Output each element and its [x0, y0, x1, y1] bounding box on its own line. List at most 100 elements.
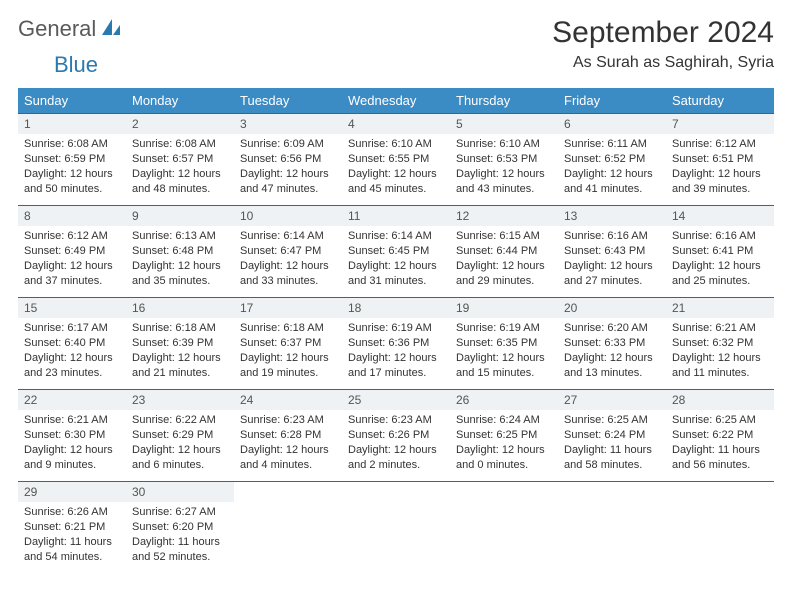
day-body: Sunrise: 6:18 AMSunset: 6:37 PMDaylight:…	[234, 318, 342, 386]
day-number: 22	[18, 390, 126, 410]
calendar-cell: 5Sunrise: 6:10 AMSunset: 6:53 PMDaylight…	[450, 114, 558, 206]
day-number: 19	[450, 298, 558, 318]
calendar-week: 8Sunrise: 6:12 AMSunset: 6:49 PMDaylight…	[18, 206, 774, 298]
calendar-cell: 10Sunrise: 6:14 AMSunset: 6:47 PMDayligh…	[234, 206, 342, 298]
day-number: 23	[126, 390, 234, 410]
day-number: 25	[342, 390, 450, 410]
day-body: Sunrise: 6:15 AMSunset: 6:44 PMDaylight:…	[450, 226, 558, 294]
day-number: 12	[450, 206, 558, 226]
calendar-cell	[666, 482, 774, 574]
calendar-cell: 9Sunrise: 6:13 AMSunset: 6:48 PMDaylight…	[126, 206, 234, 298]
day-header: Wednesday	[342, 88, 450, 114]
day-number: 27	[558, 390, 666, 410]
calendar-cell: 26Sunrise: 6:24 AMSunset: 6:25 PMDayligh…	[450, 390, 558, 482]
logo: General	[18, 16, 126, 42]
calendar-cell: 15Sunrise: 6:17 AMSunset: 6:40 PMDayligh…	[18, 298, 126, 390]
calendar-cell: 18Sunrise: 6:19 AMSunset: 6:36 PMDayligh…	[342, 298, 450, 390]
day-header: Thursday	[450, 88, 558, 114]
location: As Surah as Saghirah, Syria	[552, 54, 774, 72]
calendar-cell	[342, 482, 450, 574]
day-body: Sunrise: 6:22 AMSunset: 6:29 PMDaylight:…	[126, 410, 234, 478]
calendar-cell: 1Sunrise: 6:08 AMSunset: 6:59 PMDaylight…	[18, 114, 126, 206]
logo-text-general: General	[18, 16, 96, 42]
day-header: Saturday	[666, 88, 774, 114]
calendar-week: 29Sunrise: 6:26 AMSunset: 6:21 PMDayligh…	[18, 482, 774, 574]
calendar-cell: 25Sunrise: 6:23 AMSunset: 6:26 PMDayligh…	[342, 390, 450, 482]
calendar-cell: 6Sunrise: 6:11 AMSunset: 6:52 PMDaylight…	[558, 114, 666, 206]
day-header: Friday	[558, 88, 666, 114]
day-number: 16	[126, 298, 234, 318]
calendar-cell: 19Sunrise: 6:19 AMSunset: 6:35 PMDayligh…	[450, 298, 558, 390]
calendar-cell: 11Sunrise: 6:14 AMSunset: 6:45 PMDayligh…	[342, 206, 450, 298]
day-body: Sunrise: 6:11 AMSunset: 6:52 PMDaylight:…	[558, 134, 666, 202]
day-number: 28	[666, 390, 774, 410]
day-body: Sunrise: 6:14 AMSunset: 6:47 PMDaylight:…	[234, 226, 342, 294]
day-body: Sunrise: 6:14 AMSunset: 6:45 PMDaylight:…	[342, 226, 450, 294]
calendar-cell: 12Sunrise: 6:15 AMSunset: 6:44 PMDayligh…	[450, 206, 558, 298]
day-number: 10	[234, 206, 342, 226]
day-header: Sunday	[18, 88, 126, 114]
calendar-cell: 16Sunrise: 6:18 AMSunset: 6:39 PMDayligh…	[126, 298, 234, 390]
title-block: September 2024 As Surah as Saghirah, Syr…	[552, 16, 774, 72]
day-body: Sunrise: 6:12 AMSunset: 6:49 PMDaylight:…	[18, 226, 126, 294]
calendar-cell: 13Sunrise: 6:16 AMSunset: 6:43 PMDayligh…	[558, 206, 666, 298]
day-body: Sunrise: 6:10 AMSunset: 6:53 PMDaylight:…	[450, 134, 558, 202]
day-body: Sunrise: 6:21 AMSunset: 6:32 PMDaylight:…	[666, 318, 774, 386]
calendar-cell: 30Sunrise: 6:27 AMSunset: 6:20 PMDayligh…	[126, 482, 234, 574]
day-body: Sunrise: 6:21 AMSunset: 6:30 PMDaylight:…	[18, 410, 126, 478]
day-body: Sunrise: 6:12 AMSunset: 6:51 PMDaylight:…	[666, 134, 774, 202]
calendar-cell: 14Sunrise: 6:16 AMSunset: 6:41 PMDayligh…	[666, 206, 774, 298]
day-number: 14	[666, 206, 774, 226]
day-number: 5	[450, 114, 558, 134]
calendar-cell: 21Sunrise: 6:21 AMSunset: 6:32 PMDayligh…	[666, 298, 774, 390]
day-number: 3	[234, 114, 342, 134]
day-body: Sunrise: 6:08 AMSunset: 6:59 PMDaylight:…	[18, 134, 126, 202]
day-body: Sunrise: 6:17 AMSunset: 6:40 PMDaylight:…	[18, 318, 126, 386]
day-number: 2	[126, 114, 234, 134]
day-body: Sunrise: 6:16 AMSunset: 6:41 PMDaylight:…	[666, 226, 774, 294]
calendar-cell	[450, 482, 558, 574]
calendar-cell: 22Sunrise: 6:21 AMSunset: 6:30 PMDayligh…	[18, 390, 126, 482]
day-header-row: Sunday Monday Tuesday Wednesday Thursday…	[18, 88, 774, 114]
day-body: Sunrise: 6:24 AMSunset: 6:25 PMDaylight:…	[450, 410, 558, 478]
calendar-cell: 8Sunrise: 6:12 AMSunset: 6:49 PMDaylight…	[18, 206, 126, 298]
day-body: Sunrise: 6:13 AMSunset: 6:48 PMDaylight:…	[126, 226, 234, 294]
day-number: 7	[666, 114, 774, 134]
day-body: Sunrise: 6:25 AMSunset: 6:24 PMDaylight:…	[558, 410, 666, 478]
day-number: 17	[234, 298, 342, 318]
day-number: 9	[126, 206, 234, 226]
calendar-cell: 3Sunrise: 6:09 AMSunset: 6:56 PMDaylight…	[234, 114, 342, 206]
calendar-cell: 23Sunrise: 6:22 AMSunset: 6:29 PMDayligh…	[126, 390, 234, 482]
calendar-cell: 28Sunrise: 6:25 AMSunset: 6:22 PMDayligh…	[666, 390, 774, 482]
day-header: Tuesday	[234, 88, 342, 114]
calendar-cell: 27Sunrise: 6:25 AMSunset: 6:24 PMDayligh…	[558, 390, 666, 482]
calendar-table: Sunday Monday Tuesday Wednesday Thursday…	[18, 88, 774, 574]
day-body: Sunrise: 6:26 AMSunset: 6:21 PMDaylight:…	[18, 502, 126, 570]
day-number: 24	[234, 390, 342, 410]
day-body: Sunrise: 6:19 AMSunset: 6:36 PMDaylight:…	[342, 318, 450, 386]
calendar-cell: 17Sunrise: 6:18 AMSunset: 6:37 PMDayligh…	[234, 298, 342, 390]
calendar-cell: 29Sunrise: 6:26 AMSunset: 6:21 PMDayligh…	[18, 482, 126, 574]
day-number: 30	[126, 482, 234, 502]
day-number: 20	[558, 298, 666, 318]
day-body: Sunrise: 6:16 AMSunset: 6:43 PMDaylight:…	[558, 226, 666, 294]
day-body: Sunrise: 6:18 AMSunset: 6:39 PMDaylight:…	[126, 318, 234, 386]
day-number: 15	[18, 298, 126, 318]
day-number: 21	[666, 298, 774, 318]
day-body: Sunrise: 6:25 AMSunset: 6:22 PMDaylight:…	[666, 410, 774, 478]
day-body: Sunrise: 6:23 AMSunset: 6:26 PMDaylight:…	[342, 410, 450, 478]
calendar-week: 15Sunrise: 6:17 AMSunset: 6:40 PMDayligh…	[18, 298, 774, 390]
calendar-body: 1Sunrise: 6:08 AMSunset: 6:59 PMDaylight…	[18, 114, 774, 574]
calendar-cell: 24Sunrise: 6:23 AMSunset: 6:28 PMDayligh…	[234, 390, 342, 482]
day-body: Sunrise: 6:09 AMSunset: 6:56 PMDaylight:…	[234, 134, 342, 202]
day-body: Sunrise: 6:23 AMSunset: 6:28 PMDaylight:…	[234, 410, 342, 478]
day-number: 11	[342, 206, 450, 226]
day-number: 6	[558, 114, 666, 134]
day-body: Sunrise: 6:08 AMSunset: 6:57 PMDaylight:…	[126, 134, 234, 202]
day-number: 26	[450, 390, 558, 410]
calendar-cell	[558, 482, 666, 574]
day-body: Sunrise: 6:20 AMSunset: 6:33 PMDaylight:…	[558, 318, 666, 386]
calendar-cell	[234, 482, 342, 574]
day-number: 4	[342, 114, 450, 134]
calendar-cell: 7Sunrise: 6:12 AMSunset: 6:51 PMDaylight…	[666, 114, 774, 206]
